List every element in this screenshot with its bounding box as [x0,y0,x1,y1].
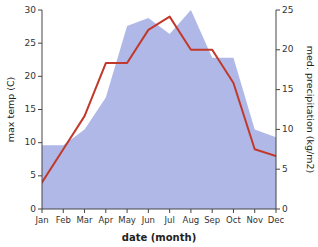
x-tick [190,209,191,213]
chart: 0 5 10 15 20 25 30 0 5 10 15 20 25 Jan Feb Mar Apr May Jun… [0,0,318,247]
y-axis-label: max temp (C) [5,77,16,143]
x-tick-label: Oct [226,215,241,225]
x-tick [127,209,128,213]
x-tick-label: Apr [98,215,113,225]
y-tick [38,175,42,176]
x-tick [169,209,170,213]
x-tick [212,209,213,213]
y2-tick [276,169,280,170]
y2-tick [276,129,280,130]
x-tick-label: Nov [246,215,263,225]
y2-axis-line [276,10,277,209]
y-tick-label: 15 [25,104,36,114]
precipitation-area [42,10,276,209]
x-tick [233,209,234,213]
y2-tick [276,10,280,11]
x-tick-label: Sep [204,215,220,225]
x-tick [105,209,106,213]
y-tick [38,142,42,143]
y2-tick-label: 5 [282,164,288,174]
y2-tick [276,89,280,90]
y2-tick [276,209,280,210]
y2-tick-label: 25 [282,5,293,15]
y2-tick-label: 0 [282,204,288,214]
y2-tick [276,49,280,50]
y-tick-label: 20 [25,71,37,81]
y-tick [38,10,42,11]
x-tick-label: Mar [77,215,94,225]
y2-axis-label: med. precipitation (kg/m2) [305,46,316,173]
x-axis-label: date (month) [122,232,196,243]
x-tick [254,209,255,213]
x-tick [42,209,43,213]
x-tick-label: Jul [164,215,175,225]
x-tick [276,209,277,213]
y-tick-label: 5 [30,170,36,180]
y2-tick-label: 10 [282,124,294,134]
y2-tick-label: 20 [282,44,294,54]
x-tick-label: May [118,215,136,225]
y-tick-label: 0 [30,204,36,214]
x-axis-line [42,209,276,210]
x-tick [148,209,149,213]
y-tick [38,76,42,77]
y-tick-label: 10 [25,137,37,147]
y-tick-label: 30 [25,5,37,15]
y-tick-label: 25 [25,38,36,48]
y2-tick-label: 15 [282,84,293,94]
x-tick [84,209,85,213]
x-tick-label: Dec [268,215,285,225]
x-tick-label: Jan [34,215,48,225]
x-tick [63,209,64,213]
y-tick [38,43,42,44]
y-tick [38,209,42,210]
x-tick-label: Aug [183,215,200,225]
temperature-line [42,17,276,183]
plot-data [42,10,276,209]
y-tick [38,109,42,110]
x-tick-label: Jun [141,215,155,225]
x-tick-label: Feb [56,215,71,225]
